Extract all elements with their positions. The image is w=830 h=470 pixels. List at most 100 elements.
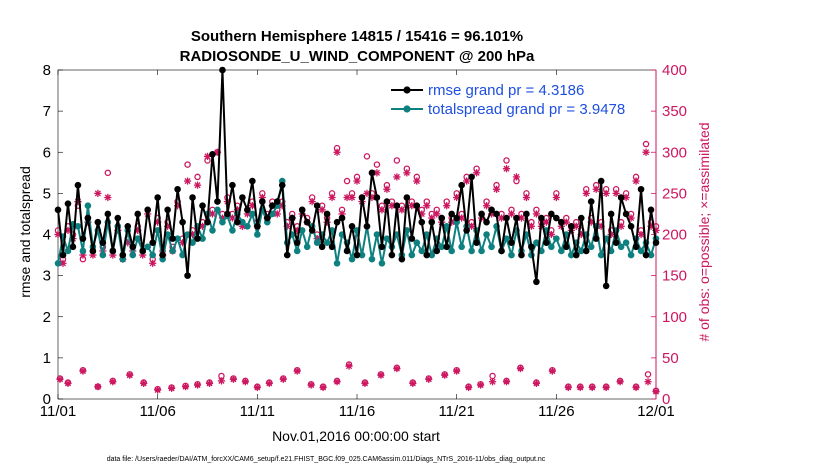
totalspread-point	[637, 247, 645, 255]
obs-assimilated-marker	[104, 193, 112, 202]
rmse-point	[478, 210, 485, 218]
asterisk-stroke	[533, 210, 540, 217]
y-axis-right: 0 50 100 150 200 250 300 350 400	[651, 62, 687, 408]
rmse-point	[408, 235, 416, 242]
asterisk-stroke	[334, 378, 341, 385]
rmse-point	[558, 218, 565, 226]
rmse-point	[383, 198, 391, 205]
obs-assimilated-layer-marker	[79, 367, 87, 375]
rmse-point	[637, 185, 645, 193]
rmse-point	[353, 251, 361, 259]
obs-assimilated-marker	[463, 177, 471, 185]
obs-assimilated-layer-marker	[632, 383, 640, 392]
asterisk-stroke	[79, 367, 86, 375]
rmse-point	[318, 243, 326, 251]
asterisk-stroke	[309, 198, 316, 205]
rmse-point	[288, 214, 296, 222]
asterisk-stroke	[348, 194, 356, 201]
rmse-point	[194, 235, 201, 242]
y-axis-label: rmse and totalspread	[17, 166, 33, 298]
obs-assimilated-marker	[433, 210, 441, 218]
asterisk-stroke	[425, 376, 432, 383]
asterisk-stroke	[199, 223, 206, 230]
asterisk-stroke	[533, 380, 540, 387]
asterisk-stroke	[361, 380, 369, 387]
rmse-point	[159, 251, 166, 259]
asterisk-stroke	[56, 376, 64, 383]
rmse-point	[164, 206, 171, 214]
obs-assimilated-layer-marker	[229, 375, 238, 383]
obs-assimilated-layer-marker	[361, 379, 369, 387]
asterisk-stroke	[168, 385, 175, 392]
obs-assimilated-marker	[328, 193, 336, 202]
rmse-point	[403, 194, 411, 201]
totalspread-point	[597, 251, 605, 259]
totalspread-point	[483, 231, 490, 238]
asterisk-stroke	[423, 202, 430, 209]
rmse-point	[423, 251, 431, 259]
asterisk-stroke	[104, 194, 111, 201]
obs-assimilated-layer-marker	[516, 364, 525, 373]
obs-assimilated-marker	[542, 218, 550, 226]
obs-assimilated-layer-marker	[109, 378, 117, 386]
asterisk-stroke	[154, 386, 161, 394]
rmse-point	[149, 239, 156, 247]
rmse-point	[214, 198, 221, 205]
y-tick-label: 8	[43, 62, 51, 79]
rmse-point	[328, 243, 336, 251]
asterisk-stroke	[353, 177, 361, 185]
totalspread-point	[368, 255, 376, 263]
obs-assimilated-layer-marker	[453, 367, 461, 375]
obs-assimilated-layer-marker	[319, 383, 327, 392]
asterisk-stroke	[345, 363, 353, 370]
rmse-point	[74, 181, 82, 189]
rmse-point	[199, 202, 206, 210]
totalspread-point	[373, 231, 381, 238]
totalspread-point	[254, 231, 261, 238]
rmse-point	[69, 243, 77, 251]
y2-tick-label: 400	[662, 62, 687, 79]
y2-tick-label: 300	[662, 144, 687, 161]
rmse-point	[338, 214, 346, 222]
totalspread-point	[179, 251, 186, 259]
obs-assimilated-marker	[492, 185, 501, 193]
totalspread-point	[438, 243, 446, 251]
obs-assimilated-marker	[453, 193, 461, 202]
rmse-point	[563, 243, 570, 251]
obs-assimilated-marker	[343, 193, 351, 202]
obs-assimilated-layer-marker	[126, 371, 134, 379]
rmse-point	[548, 210, 555, 218]
obs-assimilated-marker	[403, 169, 411, 177]
rmse-point	[572, 251, 580, 259]
obs-assimilated-marker	[473, 169, 481, 177]
rmse-point	[373, 194, 381, 201]
rmse-point	[298, 206, 306, 214]
totalspread-point	[298, 227, 306, 234]
rmse-point	[219, 66, 226, 74]
rmse-point	[622, 210, 630, 218]
asterisk-stroke	[441, 372, 448, 379]
asterisk-stroke	[465, 384, 472, 391]
legend: rmse grand pr = 4.3186 totalspread grand…	[391, 82, 625, 118]
asterisk-stroke	[549, 367, 556, 375]
asterisk-stroke	[503, 165, 510, 172]
rmse-point	[264, 214, 271, 222]
asterisk-stroke	[274, 210, 281, 217]
totalspread-point	[174, 235, 181, 242]
asterisk-stroke	[280, 376, 287, 383]
y2-tick-label: 350	[662, 103, 687, 120]
asterisk-stroke	[543, 219, 550, 226]
asterisk-stroke	[483, 202, 490, 209]
x-tick-label: 11/01	[40, 403, 76, 420]
rmse-point	[523, 210, 530, 218]
obs-assimilated-layer-marker	[532, 379, 540, 387]
asterisk-stroke	[64, 227, 72, 234]
rmse-point	[378, 243, 386, 251]
rmse-point	[239, 194, 246, 201]
totalspread-point	[244, 222, 251, 230]
obs-possible-marker	[642, 140, 650, 148]
asterisk-stroke	[329, 194, 336, 201]
asterisk-stroke	[603, 384, 610, 391]
rmse-point	[224, 210, 231, 218]
obs-assimilated-layer-marker	[181, 383, 190, 391]
